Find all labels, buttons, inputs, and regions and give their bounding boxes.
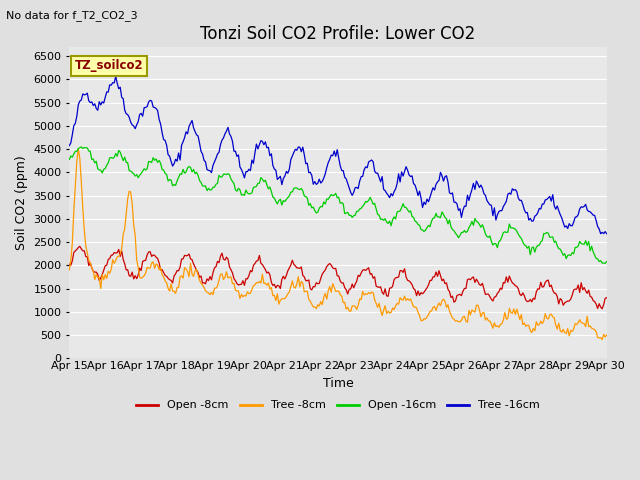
Legend: Open -8cm, Tree -8cm, Open -16cm, Tree -16cm: Open -8cm, Tree -8cm, Open -16cm, Tree -… [131,396,545,415]
Y-axis label: Soil CO2 (ppm): Soil CO2 (ppm) [15,155,28,250]
Text: TZ_soilco2: TZ_soilco2 [75,60,143,72]
Title: Tonzi Soil CO2 Profile: Lower CO2: Tonzi Soil CO2 Profile: Lower CO2 [200,24,476,43]
X-axis label: Time: Time [323,377,353,390]
Text: No data for f_T2_CO2_3: No data for f_T2_CO2_3 [6,10,138,21]
